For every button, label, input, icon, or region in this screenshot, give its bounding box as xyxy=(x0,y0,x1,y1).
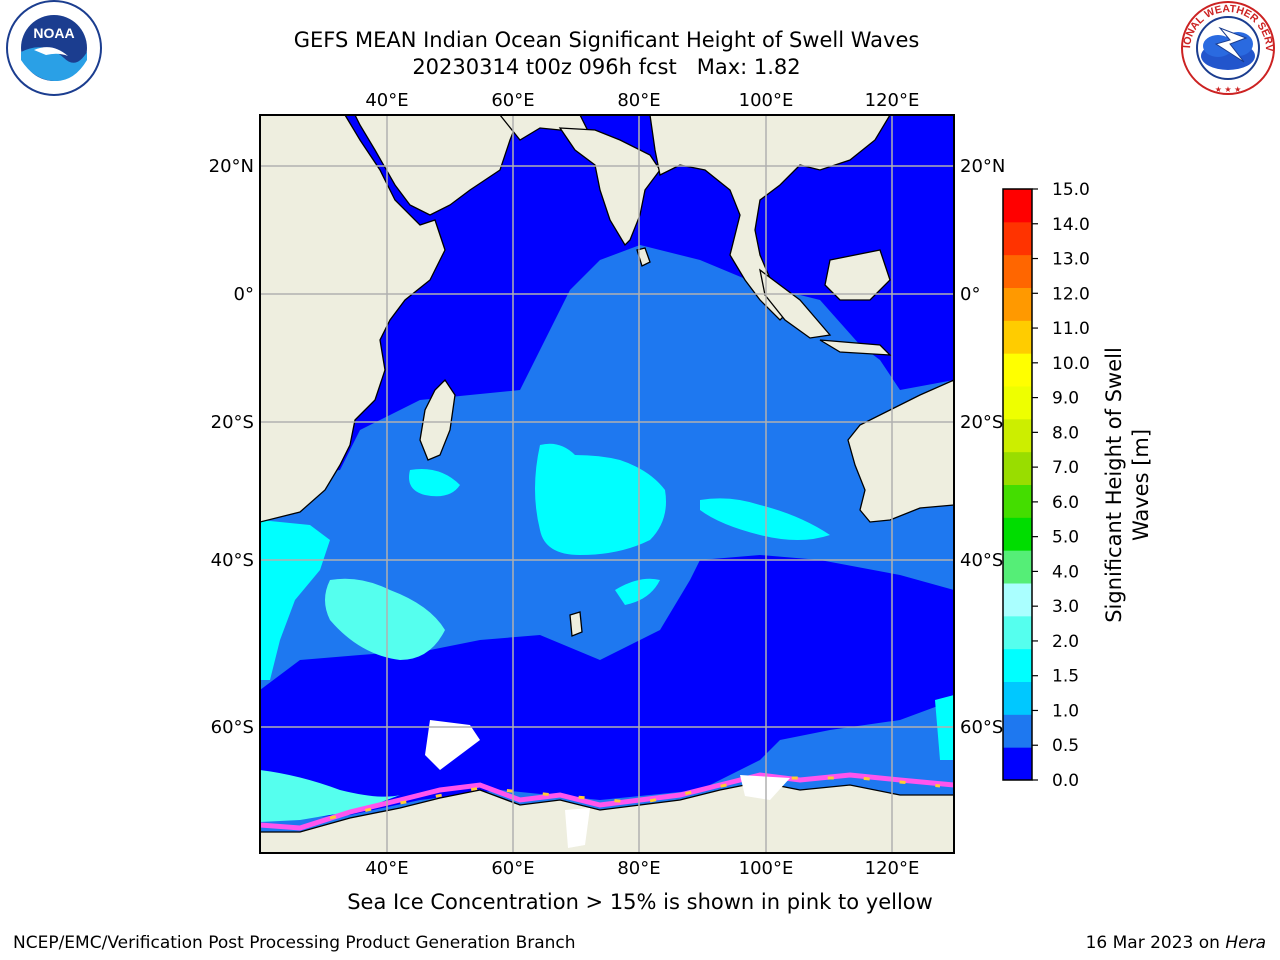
colorbar-label-line1: Significant Height of Swell xyxy=(1102,347,1126,623)
lon-label-top-60e: 60°E xyxy=(491,90,534,111)
colorbar-cell xyxy=(1003,254,1032,288)
colorbar-cell xyxy=(1003,517,1032,551)
colorbar-tick-label: 8.0 xyxy=(1052,423,1079,443)
lat-label-left-60s: 60°S xyxy=(211,717,254,738)
graticule xyxy=(260,115,954,853)
swell-patch-small-1 xyxy=(409,469,460,497)
colorbar-cell xyxy=(1003,550,1032,584)
noaa-wordmark: NOAA xyxy=(33,25,74,41)
colorbar-tick-label: 1.0 xyxy=(1052,701,1079,721)
colorbar-cell xyxy=(1003,386,1032,420)
colorbar-frame xyxy=(1002,188,1033,781)
swell-patch-southwest xyxy=(325,578,445,660)
colorbar-cell xyxy=(1003,583,1032,617)
lat-label-right-60s: 60°S xyxy=(960,717,1003,738)
lon-label-bottom-120e: 120°E xyxy=(865,858,920,879)
colorbar-cell xyxy=(1003,648,1032,682)
colorbar-tick-label: 2.0 xyxy=(1052,632,1079,652)
nws-logo: NATIONAL WEATHER SERVICE ★ ★ ★ xyxy=(1178,0,1275,95)
footer-machine: Hera xyxy=(1225,933,1266,953)
java xyxy=(819,339,892,356)
iran xyxy=(499,115,592,141)
colorbar-tick-label: 9.0 xyxy=(1052,389,1079,409)
madagascar xyxy=(419,378,456,461)
lon-label-top-100e: 100°E xyxy=(739,90,794,111)
colorbar-cell xyxy=(1003,189,1032,223)
colorbar-cell xyxy=(1003,615,1032,650)
lat-label-right-20n: 20°N xyxy=(960,156,1005,177)
swell-patch-east xyxy=(700,498,830,540)
lat-label-left-0: 0° xyxy=(234,284,254,305)
colorbar: 0.0 0.5 1.0 1.5 2.0 3.0 4.0 5.0 6.0 7.0 8.0 9.0 10.0… xyxy=(1002,180,1090,791)
chart-subtitle: 20230314 t00z 096h fcst Max: 1.82 xyxy=(412,55,801,79)
swell-patch-southwest-coast xyxy=(260,770,400,822)
colorbar-cell xyxy=(1003,418,1032,453)
colorbar-cell xyxy=(1003,353,1032,387)
colorbar-label-line2: Waves [m] xyxy=(1129,428,1153,542)
colorbar-tick-label: 0.5 xyxy=(1052,736,1079,756)
svg-text:★ ★ ★: ★ ★ ★ xyxy=(1215,85,1242,94)
lat-label-right-40s: 40°S xyxy=(960,550,1003,571)
colorbar-cell xyxy=(1003,287,1032,321)
colorbar-cell xyxy=(1003,451,1032,485)
kerguelen xyxy=(569,611,583,637)
colorbar-cell xyxy=(1003,714,1032,748)
nodata-patch-1 xyxy=(425,720,480,770)
lat-label-right-20s: 20°S xyxy=(960,412,1003,433)
lat-label-right-0: 0° xyxy=(960,284,980,305)
sea-ice-edge xyxy=(260,772,954,831)
colorbar-tick-label: 5.0 xyxy=(1052,528,1079,548)
nodata-patch-2 xyxy=(740,775,790,800)
colorbar-tick-label: 14.0 xyxy=(1052,215,1090,235)
colorbar-cell xyxy=(1003,681,1032,715)
lon-label-bottom-60e: 60°E xyxy=(491,858,534,879)
colorbar-tick-label: 1.5 xyxy=(1052,667,1079,687)
colorbar-tick-label: 12.0 xyxy=(1052,284,1090,304)
lat-label-left-20n: 20°N xyxy=(209,156,254,177)
map-content xyxy=(260,115,954,853)
colorbar-tick-label: 10.0 xyxy=(1052,354,1090,374)
colorbar-tick-label: 11.0 xyxy=(1052,319,1090,339)
sumatra xyxy=(759,268,832,339)
colorbar-tick-label: 4.0 xyxy=(1052,562,1079,582)
lat-label-left-40s: 40°S xyxy=(211,550,254,571)
swell-patch-small-2 xyxy=(615,578,660,605)
lon-label-top-40e: 40°E xyxy=(365,90,408,111)
borneo xyxy=(824,249,891,301)
colorbar-cell xyxy=(1003,747,1032,781)
sea-ice-caption: Sea Ice Concentration > 15% is shown in … xyxy=(347,890,933,914)
swell-patch-central xyxy=(535,443,666,555)
colorbar-tick-label: 3.0 xyxy=(1052,597,1079,617)
chart-title: GEFS MEAN Indian Ocean Significant Heigh… xyxy=(293,28,920,52)
footer-date-text: 16 Mar 2023 on xyxy=(1085,933,1226,953)
footer-credit: NCEP/EMC/Verification Post Processing Pr… xyxy=(13,933,576,953)
lon-label-bottom-80e: 80°E xyxy=(617,858,660,879)
lon-label-top-80e: 80°E xyxy=(617,90,660,111)
lon-label-bottom-100e: 100°E xyxy=(739,858,794,879)
australia xyxy=(847,379,954,523)
footer-date: 16 Mar 2023 on Hera xyxy=(1086,933,1266,953)
india xyxy=(558,127,661,247)
colorbar-tick-label: 7.0 xyxy=(1052,458,1079,478)
arabia xyxy=(354,115,521,216)
colorbar-cell xyxy=(1003,221,1032,256)
nodata-patch-3 xyxy=(565,808,590,848)
colorbar-cell xyxy=(1003,320,1032,354)
lat-label-left-20s: 20°S xyxy=(211,412,254,433)
colorbar-tick-label: 15.0 xyxy=(1052,180,1090,200)
colorbar-cell xyxy=(1003,484,1032,518)
africa xyxy=(260,115,446,523)
lon-label-top-120e: 120°E xyxy=(865,90,920,111)
lon-label-bottom-40e: 40°E xyxy=(365,858,408,879)
colorbar-tick-label: 13.0 xyxy=(1052,250,1090,270)
colorbar-tick-label: 6.0 xyxy=(1052,493,1079,513)
noaa-logo: NOAA xyxy=(6,0,102,96)
sri-lanka xyxy=(636,247,651,267)
colorbar-tick-label: 0.0 xyxy=(1052,771,1079,791)
map-frame xyxy=(259,114,955,854)
